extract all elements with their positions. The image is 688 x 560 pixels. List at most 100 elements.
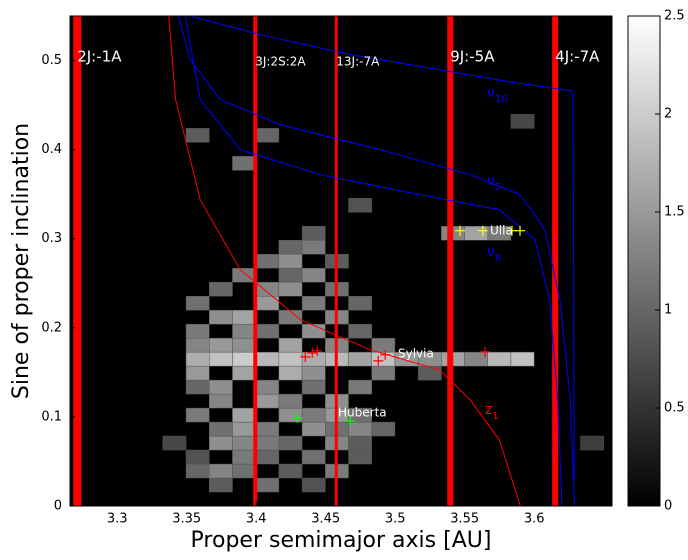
- x-tick-label: 3.35: [172, 512, 201, 527]
- y-tick-label: 0: [54, 499, 62, 514]
- heat-cell: [185, 128, 210, 143]
- curve-label-subscript: 1: [492, 411, 498, 422]
- heat-cell: [255, 421, 280, 437]
- colorbar-tick-label: 0.5: [664, 401, 685, 416]
- heat-cell: [255, 477, 280, 493]
- heat-cell: [232, 309, 256, 325]
- x-tick-label: 3.5: [385, 512, 406, 527]
- heat-cell: [348, 379, 372, 395]
- heat-cell: [348, 449, 372, 465]
- heat-cell: [278, 351, 303, 367]
- object-marker: [477, 225, 488, 236]
- colorbar-tick-label: 1: [664, 303, 672, 318]
- y-tick-label: 0.3: [41, 231, 62, 246]
- heat-cell: [301, 407, 326, 423]
- resonance-curve: [184, 16, 563, 506]
- heat-cell: [278, 393, 303, 409]
- heat-cell: [278, 463, 303, 479]
- object-marker: [454, 225, 465, 236]
- heat-cell: [209, 281, 233, 297]
- heat-cell: [278, 407, 303, 423]
- colorbar-tick-label: 1.5: [664, 205, 685, 220]
- curve-label: ν16: [487, 85, 508, 105]
- heat-cell: [209, 379, 233, 395]
- curve-label-subscript: 6: [495, 253, 501, 264]
- curve-label-symbol: ν: [487, 85, 495, 101]
- heat-cell: [301, 365, 326, 381]
- colorbar-tick-label: 0: [664, 499, 672, 514]
- heat-cell: [255, 128, 280, 143]
- curve-label: z1: [485, 402, 499, 422]
- curve-label-subscript: 16: [495, 94, 508, 105]
- heat-cell: [278, 267, 303, 283]
- heat-cell: [209, 309, 233, 325]
- heat-cell: [278, 281, 303, 297]
- heat-cell: [255, 351, 280, 367]
- resonance-curve: [177, 16, 575, 506]
- heat-cell: [232, 435, 256, 451]
- object-marker: [300, 351, 311, 362]
- object-label: Ulla: [490, 224, 513, 238]
- heat-cell: [278, 337, 303, 353]
- heat-cell: [209, 435, 233, 451]
- curve-label-symbol: ν: [487, 173, 495, 189]
- heat-cell: [255, 323, 280, 339]
- heat-cell: [232, 365, 256, 381]
- heat-cell: [185, 323, 210, 339]
- heat-cell: [278, 309, 303, 325]
- heat-cell: [255, 253, 280, 269]
- heat-cell: [209, 393, 233, 409]
- heat-cell: [185, 449, 210, 465]
- heat-cell: [278, 365, 303, 381]
- resonance-label: 4J:-7A: [555, 48, 600, 66]
- heat-cell: [301, 477, 326, 493]
- heat-cell: [185, 295, 210, 311]
- heat-cell: [209, 351, 233, 367]
- curve-label: ν5: [487, 173, 501, 193]
- heat-cell: [348, 421, 372, 437]
- heat-cell: [301, 449, 326, 465]
- heat-cell: [162, 435, 187, 451]
- heat-cell: [185, 379, 210, 395]
- heat-cell: [232, 337, 256, 353]
- object-marker: [312, 345, 323, 356]
- heat-cell: [278, 253, 303, 269]
- heat-cell: [301, 379, 326, 395]
- y-tick-label: 0.2: [41, 320, 62, 335]
- heat-cell: [232, 351, 256, 367]
- heat-cell: [371, 365, 396, 381]
- colorbar: [627, 15, 661, 507]
- x-tick-label: 3.55: [450, 512, 479, 527]
- heat-cell: [301, 226, 326, 241]
- heat-cell: [255, 435, 280, 451]
- heat-cell: [301, 421, 326, 437]
- heat-cell: [232, 407, 256, 423]
- y-axis-label: Sine of proper inclination: [9, 123, 34, 399]
- heat-cell: [255, 449, 280, 465]
- heat-cell: [348, 198, 372, 213]
- resonance-label: 2J:-1A: [77, 48, 122, 66]
- heat-cell: [348, 435, 372, 451]
- heat-cell: [301, 295, 326, 311]
- heat-cell: [464, 351, 489, 367]
- heat-cell: [348, 295, 372, 311]
- heat-cell: [209, 463, 233, 479]
- curve-label-subscript: 5: [495, 182, 501, 193]
- x-axis-label: Proper semimajor axis [AU]: [191, 528, 492, 553]
- resonance-label: 13J:-7A: [336, 55, 380, 69]
- heat-cell: [510, 114, 535, 129]
- heat-cell: [185, 407, 210, 423]
- resonance-curve: [168, 16, 521, 506]
- object-marker: [345, 415, 356, 426]
- x-tick-label: 3.6: [524, 512, 545, 527]
- heat-cell: [348, 351, 372, 367]
- curve-label-symbol: ν: [487, 244, 495, 260]
- heat-cell: [185, 337, 210, 353]
- heat-cell: [255, 379, 280, 395]
- heat-cell: [487, 351, 512, 367]
- object-marker: [373, 355, 384, 366]
- heat-cell: [209, 421, 233, 437]
- heat-cell: [464, 226, 489, 241]
- heat-cell: [255, 281, 280, 297]
